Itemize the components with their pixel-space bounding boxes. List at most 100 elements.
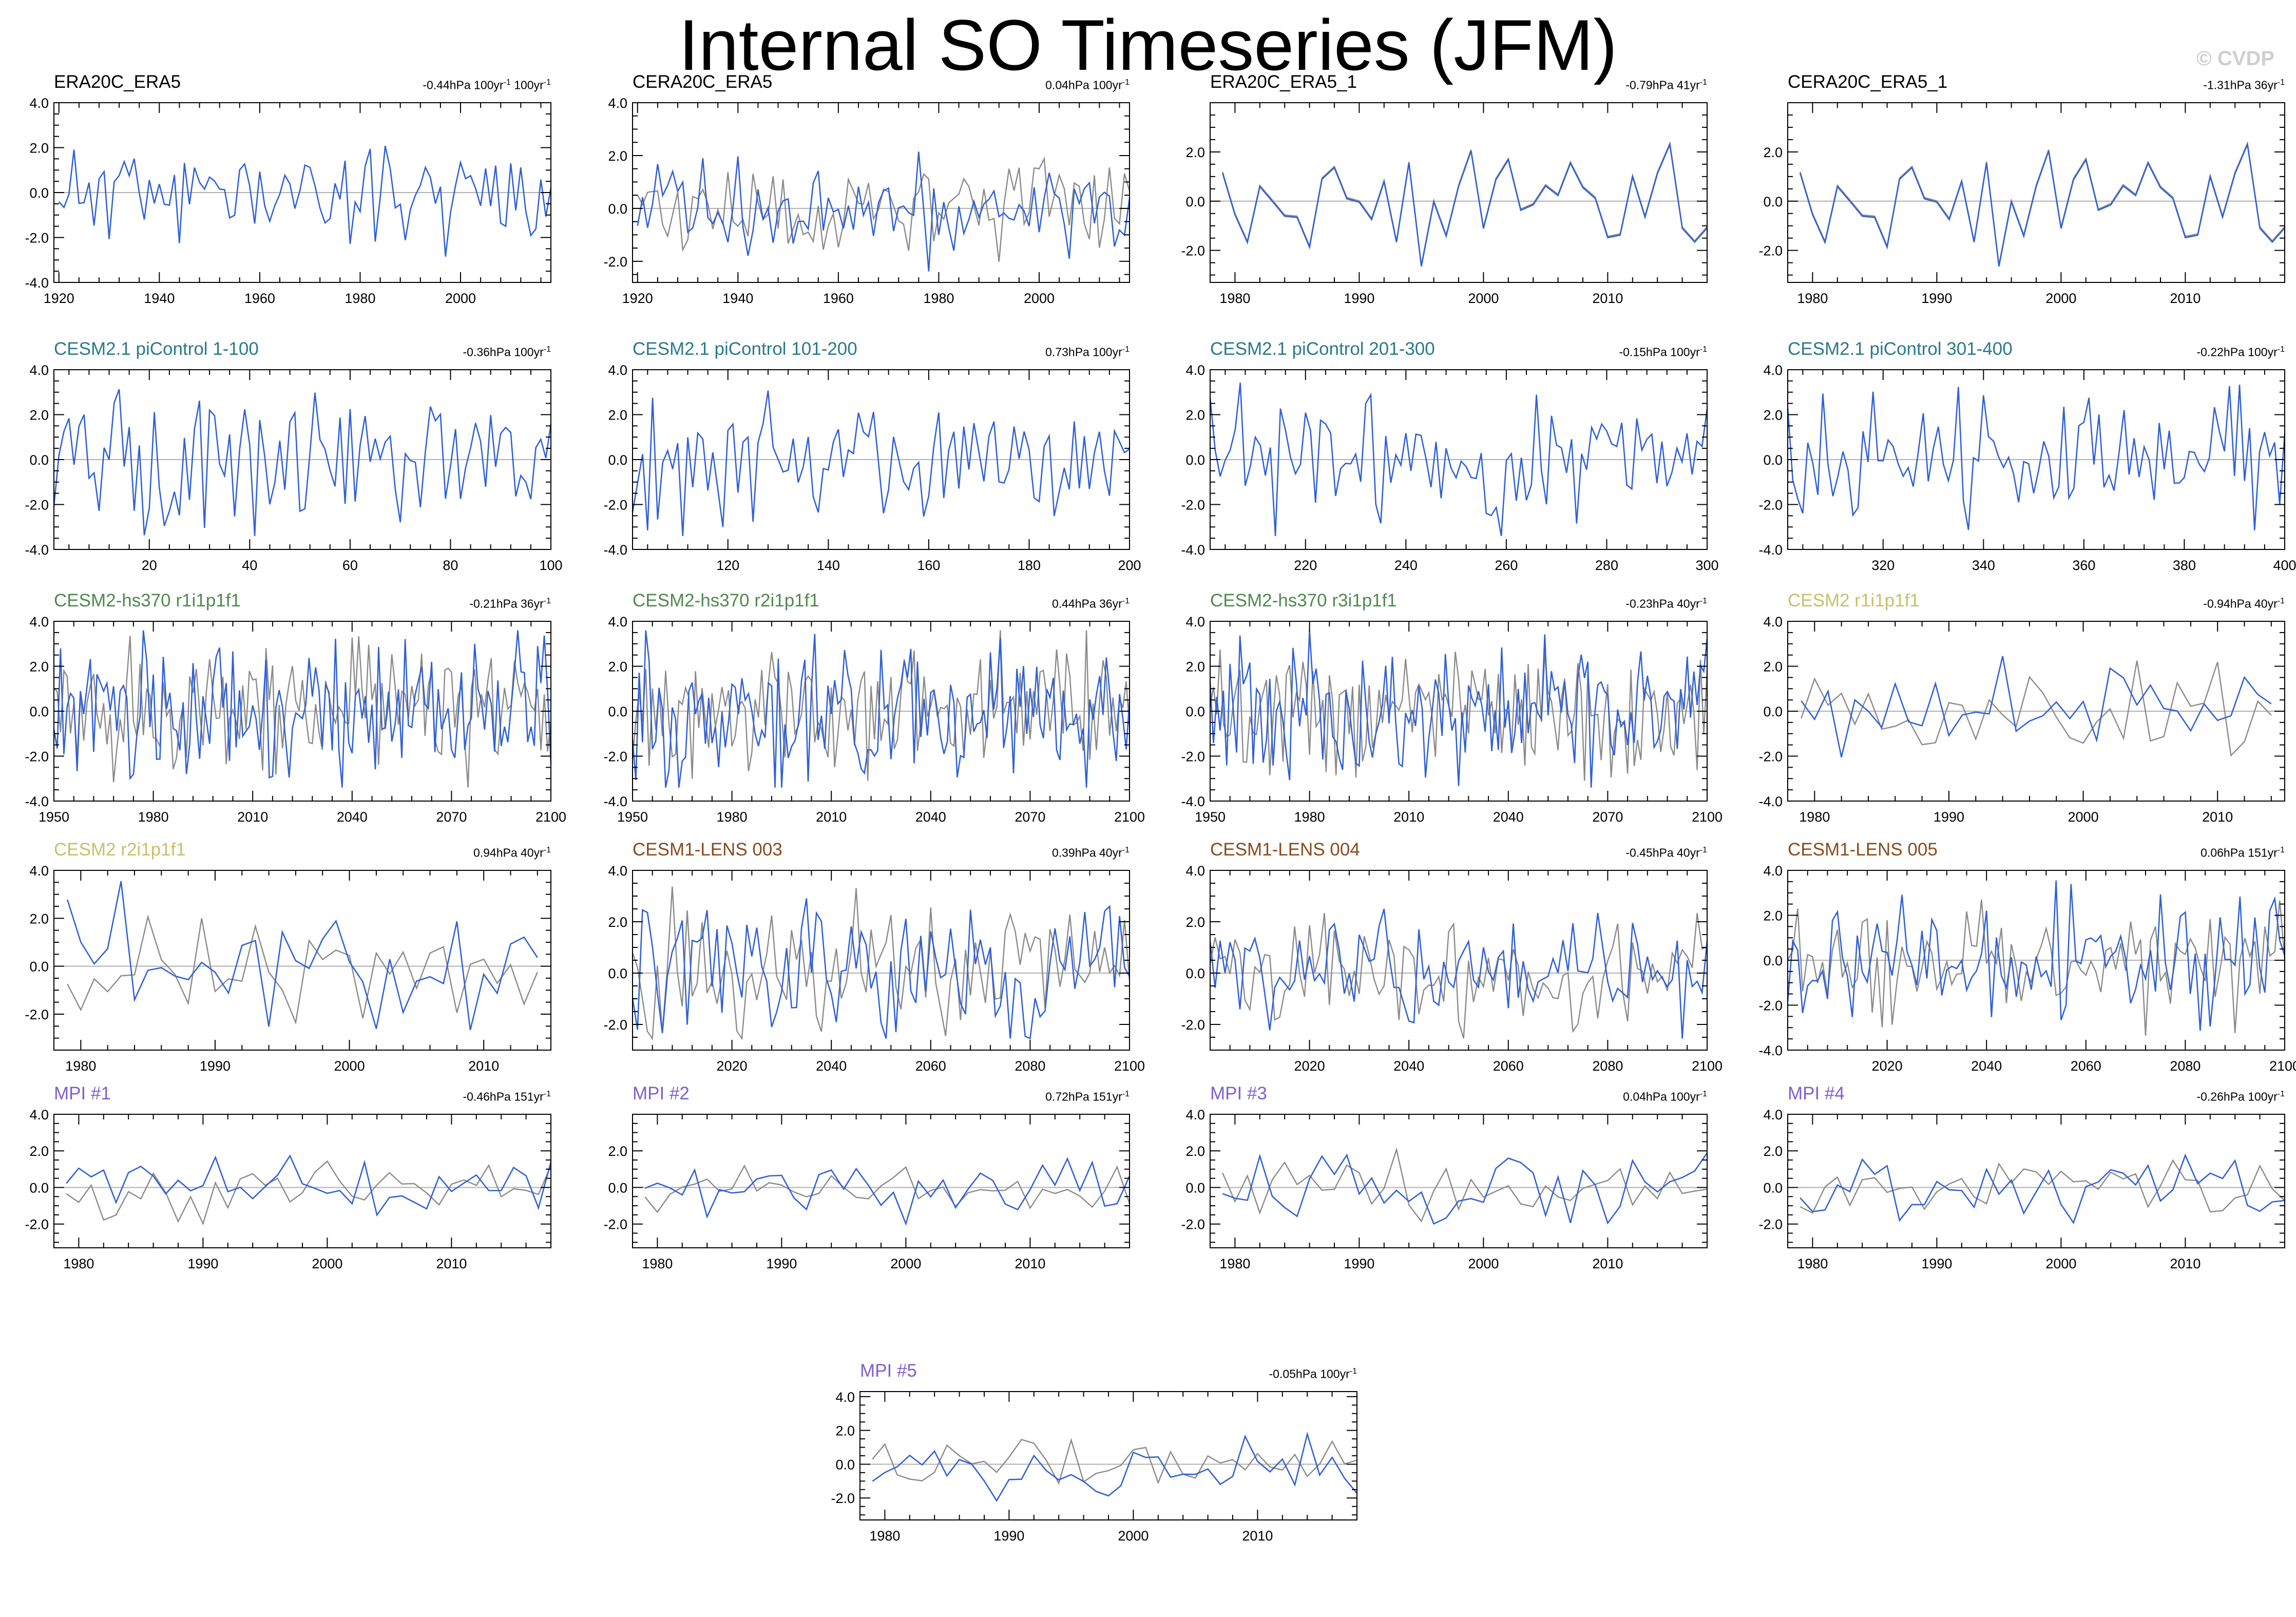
chart-panel: CESM2 r1i1p1f1 -0.94hPa 40yr-1 1980 1990 200… [1736, 591, 2296, 837]
y-tick-label: -2.0 [603, 1017, 627, 1033]
x-tick-label: 2020 [717, 1058, 748, 1074]
x-tick-label: 2010 [1393, 809, 1424, 825]
x-tick-label: 100 [539, 558, 562, 573]
y-tick-label: 4.0 [29, 614, 49, 630]
x-tick-label: 1980 [345, 291, 375, 306]
panel-title: CESM2.1 piControl 201-300 [1210, 339, 1435, 359]
y-tick-label: 2.0 [1763, 908, 1783, 924]
x-tick-label: 1980 [1219, 291, 1250, 306]
chart-panel: MPI #5 -0.05hPa 100yr-1 1980 1990 2000 2010 -2… [809, 1361, 1388, 1556]
series-line-obs [1209, 650, 1708, 781]
y-tick-label: 2.0 [29, 659, 49, 675]
x-tick-label: 1920 [44, 291, 74, 306]
plot-frame [1210, 1114, 1708, 1248]
y-tick-label: 4.0 [29, 1107, 49, 1123]
x-tick-label: 2100 [1114, 809, 1145, 825]
series-line-model [58, 145, 552, 257]
y-tick-label: 0.0 [1185, 194, 1205, 210]
y-tick-label: 0.0 [1763, 953, 1783, 968]
panel-plot: 1980 1990 2000 2010 -2.0 0.0 2.0 4.0 [25, 1107, 552, 1271]
chart-panel: CESM2.1 piControl 301-400 -0.22hPa 100yr-… [1736, 339, 2296, 585]
x-tick-label: 280 [1595, 558, 1618, 573]
plot-frame [859, 1391, 1357, 1520]
y-tick-label: -4.0 [603, 542, 627, 558]
panel-trend: -0.94hPa 40yr-1 [2203, 597, 2285, 611]
panel-plot: 1980 1990 2000 2010 -2.0 0.0 2.0 4.0 [25, 863, 551, 1074]
panel-title: CESM1-LENS 005 [1788, 840, 1938, 860]
plot-frame [1210, 102, 1708, 283]
x-tick-label: 2060 [2071, 1058, 2101, 1074]
panel-title: CESM1-LENS 003 [633, 840, 782, 860]
panel-trend: 0.94hPa 40yr-1 [473, 846, 551, 860]
series-line-model [1800, 1153, 2285, 1225]
x-tick-label: 1990 [1344, 1256, 1374, 1271]
y-tick-label: 4.0 [29, 863, 49, 879]
chart-panel: ERA20C_ERA5_1 -0.79hPa 41yr-1 1980 1990 2000… [1159, 72, 1738, 318]
y-tick-label: 4.0 [608, 863, 627, 879]
panel-plot: 1950 1980 2010 2040 2070 2100 -4.0 -2.0 0.0 2.0 4.… [25, 614, 566, 825]
x-tick-label: 1980 [138, 809, 169, 825]
x-tick-label: 180 [1018, 558, 1041, 573]
series-line-model [1222, 1152, 1708, 1225]
series-line-model [637, 151, 1131, 272]
panel-title: CESM2-hs370 r1i1p1f1 [54, 591, 241, 611]
y-tick-label: 0.0 [1185, 704, 1205, 719]
y-tick-label: 4.0 [608, 614, 627, 630]
y-tick-label: -4.0 [25, 542, 49, 558]
x-tick-label: 400 [2273, 558, 2296, 573]
series-line-obs [1800, 1159, 2285, 1214]
panel-trend: -0.22hPa 100yr-1 [2196, 345, 2285, 359]
y-tick-label: -2.0 [603, 749, 627, 765]
chart-panel: MPI #4 -0.26hPa 100yr-1 1980 1990 2000 2010 -2… [1736, 1083, 2296, 1284]
series-line-obs [637, 156, 1131, 262]
x-tick-label: 2060 [915, 1058, 946, 1074]
cvdp-credit: © CVDP [2196, 47, 2274, 70]
y-tick-label: -4.0 [1181, 794, 1205, 809]
chart-panel: MPI #1 -0.46hPa 151yr-1 1980 1990 2000 2010 -2… [3, 1083, 582, 1284]
x-tick-label: 1980 [869, 1528, 900, 1544]
x-tick-label: 1950 [39, 809, 69, 825]
x-tick-label: 380 [2173, 558, 2196, 573]
x-tick-label: 2010 [816, 809, 847, 825]
x-tick-label: 120 [716, 558, 739, 573]
series-line-obs [1209, 912, 1708, 1039]
x-tick-label: 220 [1294, 558, 1317, 573]
panel-trend: -0.45hPa 40yr-1 [1625, 846, 1707, 860]
x-tick-label: 2080 [1015, 1058, 1045, 1074]
x-tick-label: 1950 [1195, 809, 1226, 825]
x-tick-label: 1980 [1294, 809, 1325, 825]
chart-panel: ERA20C_ERA5 -0.44hPa 100yr-1 100yr-1 1920 1… [3, 72, 582, 318]
series-line-model [1787, 385, 2286, 530]
x-tick-label: 2000 [890, 1256, 921, 1271]
y-tick-label: -2.0 [25, 1217, 49, 1232]
panel-title: MPI #1 [54, 1083, 111, 1104]
x-tick-label: 2070 [1015, 809, 1045, 825]
panel-plot: 1980 1990 2000 2010 -2.0 0.0 2.0 [1181, 102, 1708, 306]
y-tick-label: -2.0 [1758, 998, 1783, 1014]
y-tick-label: 0.0 [608, 201, 627, 217]
y-tick-label: 4.0 [29, 96, 49, 111]
x-tick-label: 2040 [1393, 1058, 1424, 1074]
y-tick-label: -2.0 [831, 1491, 855, 1506]
x-tick-label: 2010 [237, 809, 268, 825]
y-tick-label: 0.0 [1763, 194, 1783, 210]
y-tick-label: 2.0 [29, 141, 49, 156]
y-tick-label: 2.0 [608, 915, 627, 930]
series-line-model [1209, 908, 1708, 1039]
chart-panel: CESM2 r2i1p1f1 0.94hPa 40yr-1 1980 1990 2000… [3, 840, 582, 1086]
y-tick-label: 0.0 [608, 1180, 627, 1195]
y-tick-label: -2.0 [25, 1007, 49, 1022]
y-tick-label: -4.0 [1181, 542, 1205, 558]
y-tick-label: -2.0 [25, 749, 49, 765]
plot-frame [632, 102, 1130, 283]
y-tick-label: 2.0 [1185, 1144, 1205, 1159]
x-tick-label: 1980 [1797, 1256, 1828, 1271]
x-tick-label: 2020 [1872, 1058, 1903, 1074]
panel-title: MPI #2 [633, 1083, 690, 1104]
series-line-obs [872, 1438, 1357, 1485]
panel-title: CESM2.1 piControl 1-100 [54, 339, 259, 359]
chart-panel: CESM1-LENS 005 0.06hPa 151yr-1 2020 2040 206… [1736, 840, 2296, 1086]
panel-trend: -0.26hPa 100yr-1 [2196, 1090, 2285, 1104]
x-tick-label: 2100 [1114, 1058, 1145, 1074]
x-tick-label: 2000 [1118, 1528, 1149, 1544]
